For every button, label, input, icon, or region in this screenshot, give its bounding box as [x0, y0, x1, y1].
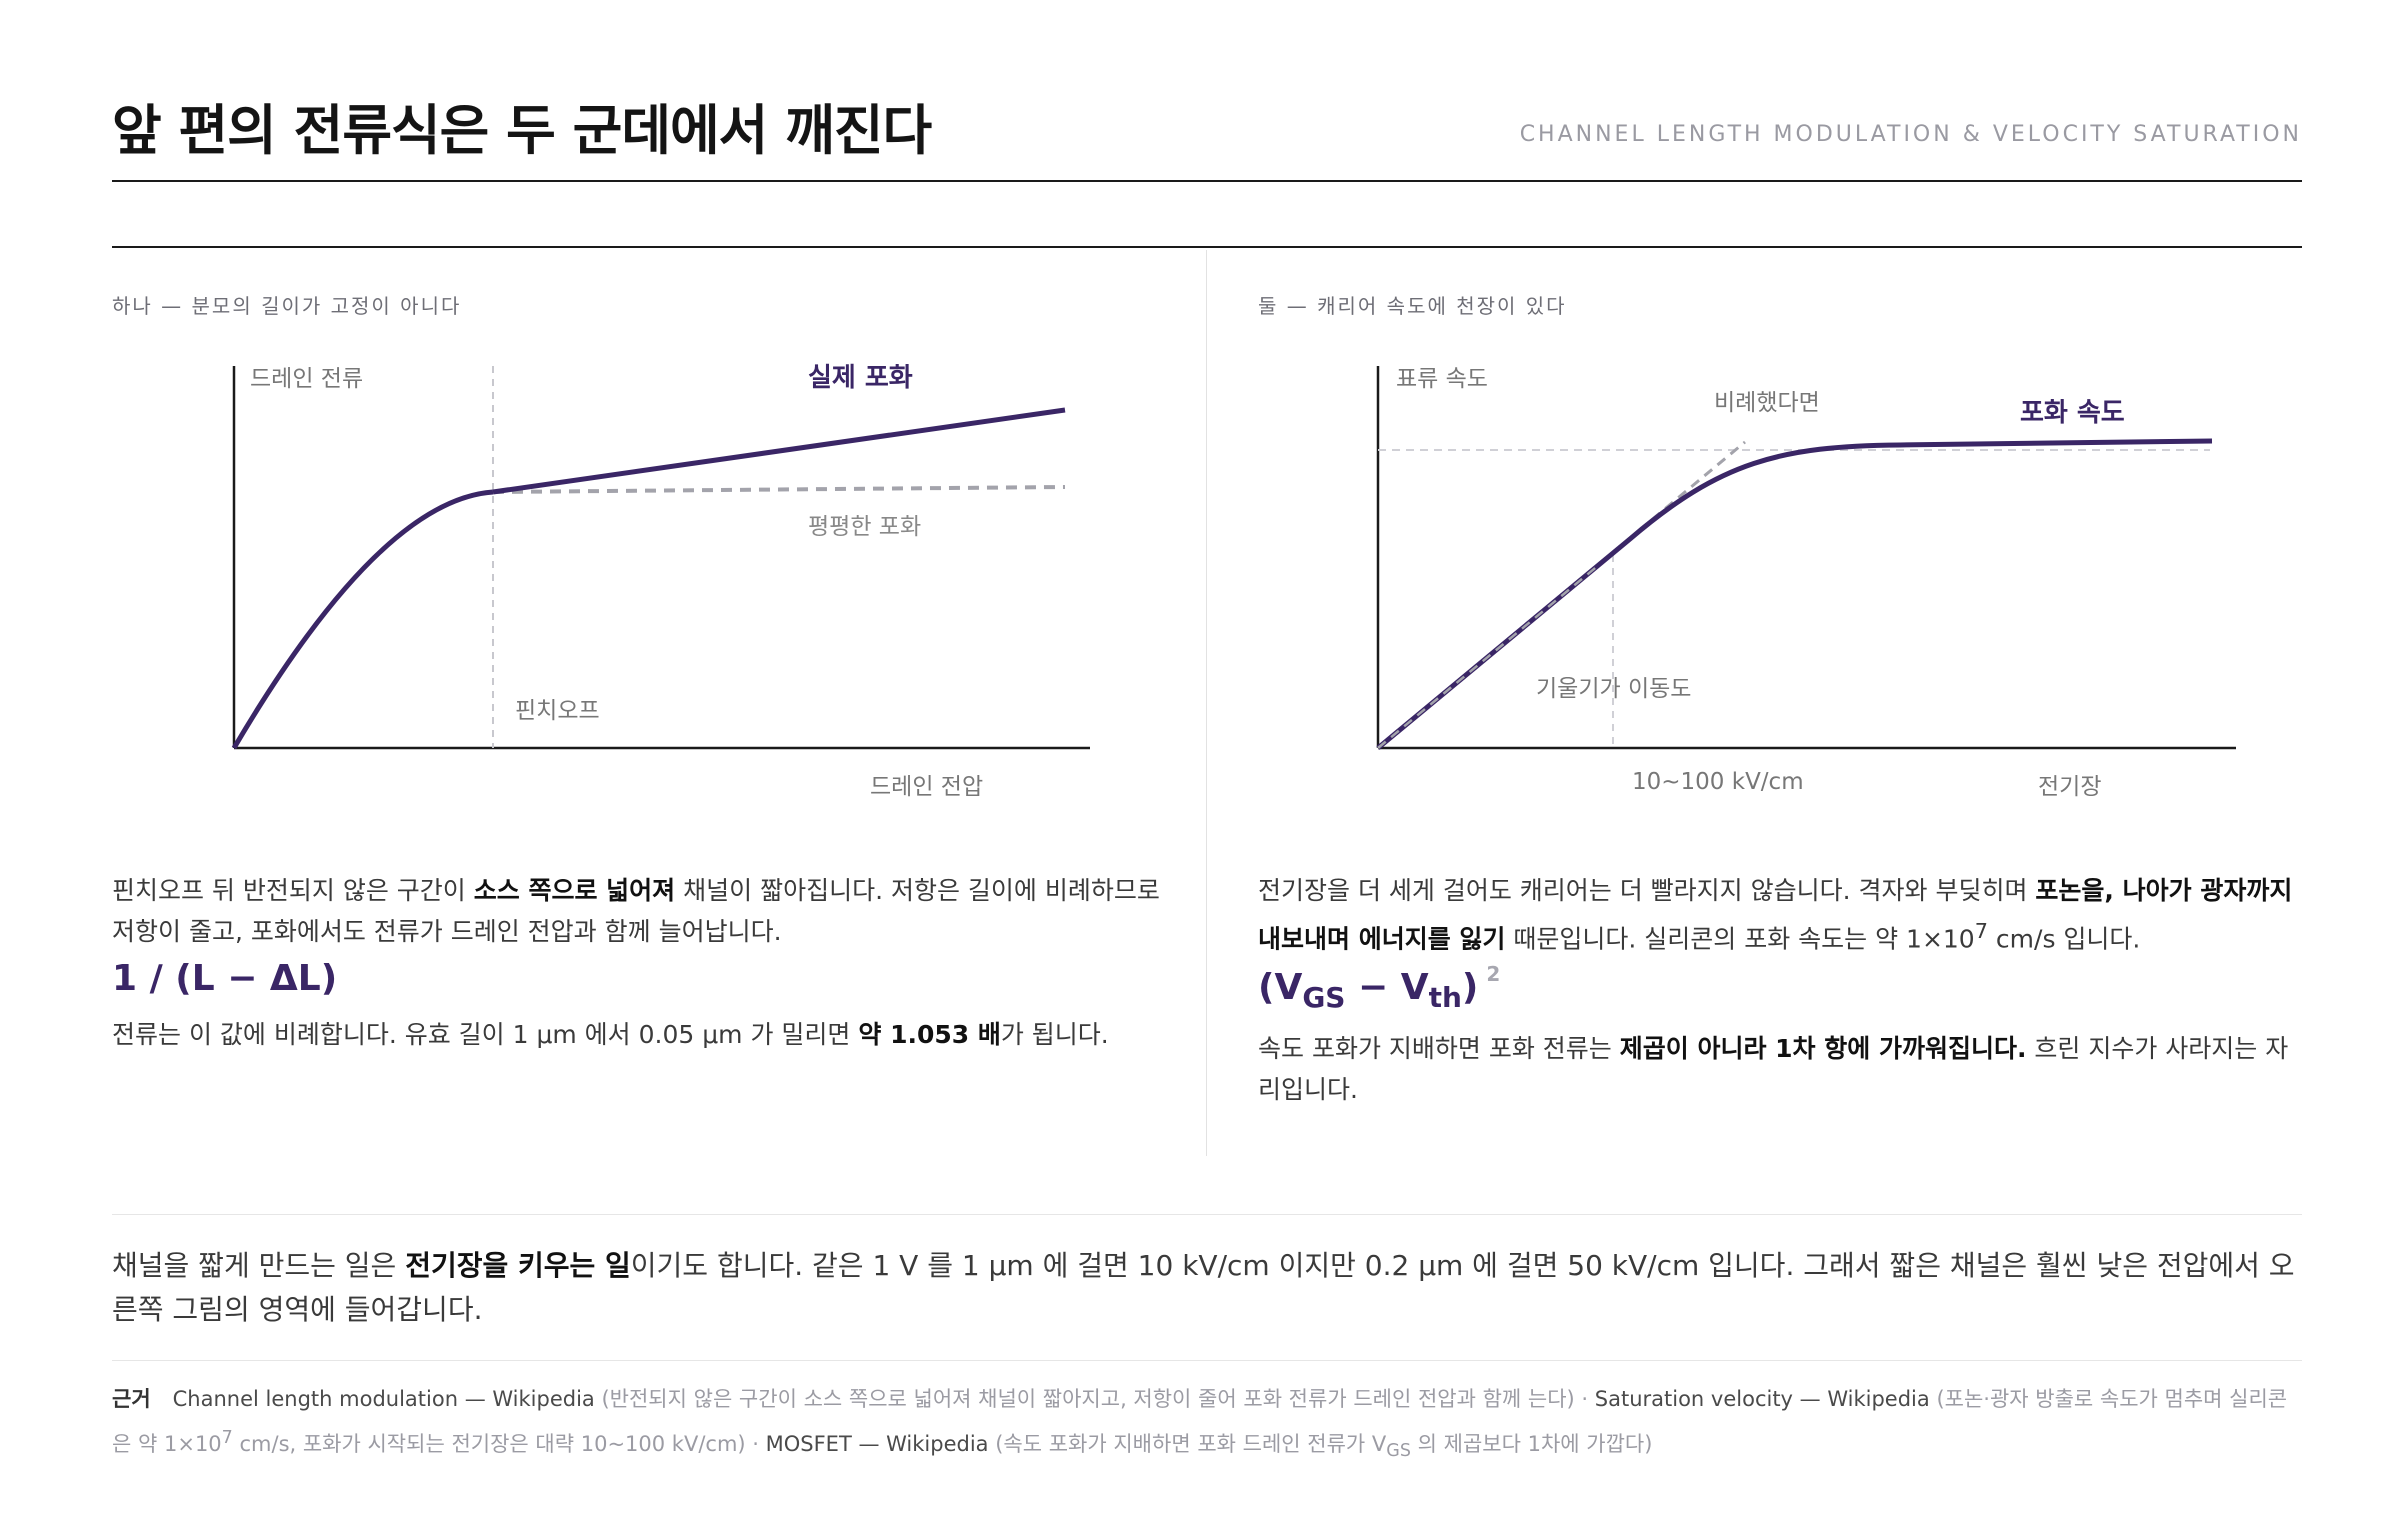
- page-subtitle: CHANNEL LENGTH MODULATION & VELOCITY SAT…: [1519, 122, 2302, 147]
- right-paragraph-2: 속도 포화가 지배하면 포화 전류는 제곱이 아니라 1차 항에 가까워집니다.…: [1258, 1034, 2289, 1104]
- linear-region-curve: [231, 489, 494, 750]
- column-divider: [1206, 250, 1207, 1156]
- real-saturation-line: [492, 407, 1066, 495]
- left-section-label: 하나 — 분모의 길이가 고정이 아니다: [112, 294, 462, 318]
- proportional-overlay: [1377, 563, 1601, 749]
- right-section-label: 둘 — 캐리어 속도에 천장이 있다: [1258, 294, 1567, 318]
- slope-label: 기울기가 이동도: [1536, 676, 1691, 702]
- y-axis-label: 드레인 전류: [250, 366, 363, 392]
- source-link-mosfet[interactable]: MOSFET — Wikipedia: [765, 1432, 989, 1456]
- pinchoff-label: 핀치오프: [515, 698, 600, 724]
- proportional-label: 비례했다면: [1714, 390, 1820, 416]
- sources: 근거 Channel length modulation — Wikipedia …: [112, 1387, 2288, 1462]
- left-paragraph-2: 전류는 이 값에 비례합니다. 유효 길이 1 μm 에서 0.05 μm 가 …: [112, 1020, 1109, 1049]
- source-link-satvel[interactable]: Saturation velocity — Wikipedia: [1594, 1387, 1930, 1411]
- flat-saturation-line: [492, 485, 1066, 494]
- section-rule: [112, 246, 2302, 248]
- x-axis-label: 전기장: [2038, 774, 2101, 800]
- right-formula: (VGS − Vth) 2: [1258, 962, 1501, 1015]
- velocity-saturation-diagram: 표류 속도 비례했다면 포화 속도 기울기가 이동도 10~100 kV/cm …: [1376, 366, 2236, 800]
- saturation-velocity-label: 포화 속도: [2020, 398, 2125, 428]
- x-axis-label: 드레인 전압: [870, 774, 983, 800]
- field-range-label: 10~100 kV/cm: [1632, 769, 1804, 795]
- source-link-clm[interactable]: Channel length modulation — Wikipedia: [172, 1387, 595, 1411]
- sources-heading: 근거: [112, 1387, 151, 1411]
- left-formula: 1 / (L − ΔL): [112, 958, 338, 999]
- flat-saturation-label: 평평한 포화: [808, 514, 921, 540]
- header-rule: [112, 180, 2302, 182]
- bottom-paragraph: 채널을 짧게 만드는 일은 전기장을 키우는 일이기도 합니다. 같은 1 V …: [112, 1249, 2295, 1326]
- real-saturation-label: 실제 포화: [808, 363, 913, 393]
- faint-exponent: 2: [1486, 962, 1501, 986]
- channel-length-diagram: 드레인 전류 실제 포화 평평한 포화 핀치오프 드레인 전압: [231, 363, 1090, 800]
- drift-velocity-curve: [1376, 438, 2213, 750]
- right-paragraph-1: 전기장을 더 세게 걸어도 캐리어는 더 빨라지지 않습니다. 격자와 부딪히며…: [1258, 876, 2293, 954]
- left-paragraph-1: 핀치오프 뒤 반전되지 않은 구간이 소스 쪽으로 넓어져 채널이 짧아집니다.…: [112, 876, 1160, 946]
- bottom-rule: [112, 1214, 2302, 1215]
- y-axis-label: 표류 속도: [1396, 366, 1488, 392]
- page-title: 앞 편의 전류식은 두 군데에서 깨진다: [112, 99, 932, 162]
- sources-rule: [112, 1360, 2302, 1361]
